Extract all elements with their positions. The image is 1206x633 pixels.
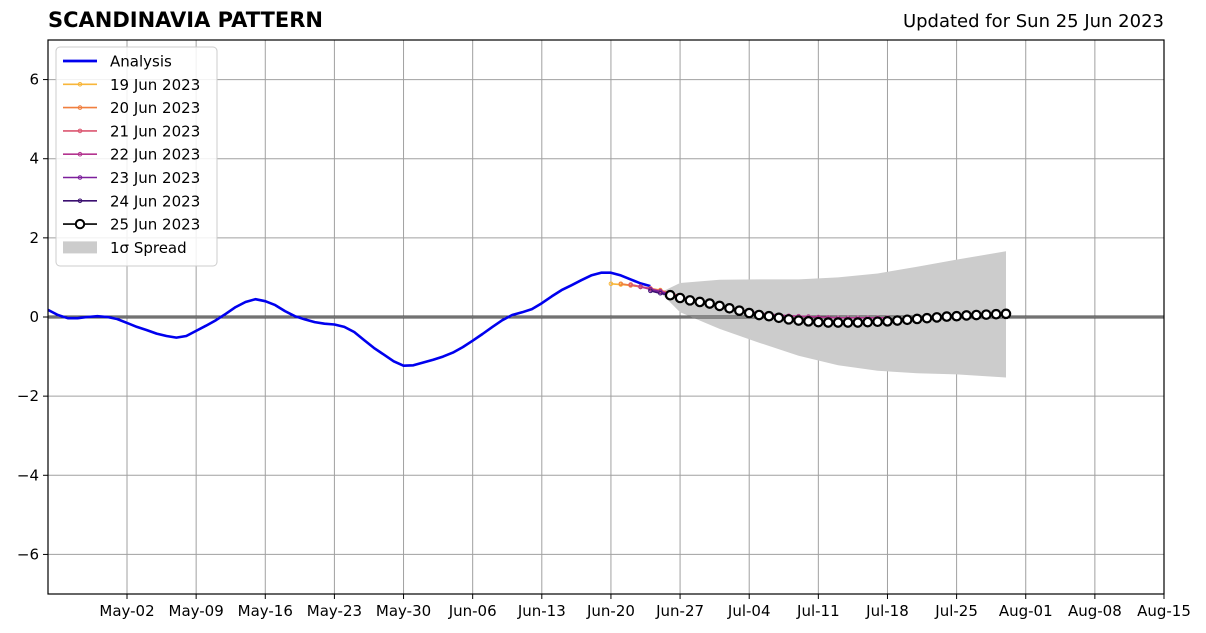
latest-forecast-point bbox=[911, 313, 923, 325]
latest-forecast-point bbox=[783, 314, 795, 325]
latest-forecast-point bbox=[872, 316, 883, 328]
legend-swatch bbox=[63, 241, 97, 254]
x-tick-label: Aug-01 bbox=[999, 602, 1053, 620]
x-tick-label: Jun-27 bbox=[655, 602, 704, 620]
latest-forecast-point bbox=[882, 316, 893, 327]
forecast-point bbox=[648, 288, 653, 294]
latest-forecast-point bbox=[753, 309, 765, 321]
legend-label: 22 Jun 2023 bbox=[110, 146, 200, 164]
forecast-point bbox=[628, 282, 633, 287]
latest-forecast-point bbox=[832, 317, 844, 328]
x-tick-label: May-02 bbox=[99, 602, 154, 620]
forecast-point bbox=[658, 289, 663, 294]
latest-forecast-point bbox=[822, 317, 834, 328]
x-tick-label: Jun-06 bbox=[448, 602, 497, 620]
forecast-point bbox=[608, 281, 614, 287]
x-tick-label: Jul-18 bbox=[865, 602, 909, 620]
forecast-point bbox=[658, 290, 663, 296]
x-tick-label: Jul-25 bbox=[934, 602, 978, 620]
x-tick-label: Jul-04 bbox=[727, 602, 771, 620]
latest-forecast-point bbox=[961, 310, 972, 321]
x-tick-label: Jul-11 bbox=[796, 602, 840, 620]
latest-forecast-point bbox=[763, 310, 775, 322]
y-tick-label: 0 bbox=[29, 308, 39, 326]
x-tick-label: Jun-13 bbox=[517, 602, 566, 620]
chart-title: SCANDINAVIA PATTERN bbox=[48, 8, 323, 32]
latest-forecast-point bbox=[941, 311, 953, 322]
analysis-line bbox=[47, 271, 651, 368]
latest-forecast-point bbox=[921, 312, 933, 324]
legend-label: 25 Jun 2023 bbox=[110, 216, 200, 234]
y-tick-label: −6 bbox=[17, 545, 39, 563]
legend-marker bbox=[77, 151, 83, 157]
x-tick-label: Aug-15 bbox=[1137, 602, 1191, 620]
points-layer bbox=[608, 281, 1012, 328]
latest-forecast-point bbox=[813, 316, 824, 328]
latest-forecast-point bbox=[694, 296, 706, 308]
legend-marker bbox=[77, 82, 83, 87]
latest-forecast-point bbox=[773, 312, 785, 324]
latest-forecast-point bbox=[901, 314, 913, 326]
legend-label: 24 Jun 2023 bbox=[110, 192, 200, 210]
latest-forecast-point bbox=[990, 308, 1002, 320]
latest-forecast-point bbox=[674, 292, 686, 304]
y-tick-label: 6 bbox=[29, 71, 39, 89]
latest-forecast-point bbox=[803, 316, 814, 327]
x-tick-label: May-30 bbox=[376, 602, 431, 620]
latest-forecast-point bbox=[793, 315, 804, 326]
legend-label: Analysis bbox=[110, 53, 172, 71]
latest-forecast-point bbox=[684, 295, 696, 306]
legend-label: 1σ Spread bbox=[110, 239, 187, 257]
latest-forecast-point bbox=[704, 298, 715, 309]
latest-forecast-point bbox=[734, 305, 745, 316]
x-tick-label: May-16 bbox=[238, 602, 293, 620]
legend-marker bbox=[74, 218, 86, 230]
x-tick-label: May-09 bbox=[169, 602, 224, 620]
legend-marker bbox=[77, 105, 83, 110]
forecast-point bbox=[638, 284, 643, 290]
x-tick-label: Jun-20 bbox=[586, 602, 635, 620]
legend-label: 23 Jun 2023 bbox=[110, 169, 200, 187]
x-tick-label: Aug-08 bbox=[1068, 602, 1122, 620]
y-tick-label: −2 bbox=[17, 387, 39, 405]
latest-forecast-point bbox=[892, 315, 903, 326]
legend-label: 21 Jun 2023 bbox=[110, 122, 200, 140]
legend-box bbox=[55, 46, 218, 267]
spread-band bbox=[660, 251, 1006, 378]
latest-forecast-point bbox=[1000, 308, 1012, 320]
latest-forecast-point bbox=[931, 312, 943, 323]
latest-forecast-point bbox=[862, 316, 874, 328]
legend-label: 19 Jun 2023 bbox=[110, 76, 200, 94]
legend: Analysis 19 Jun 2023 20 Jun 2023 21 Jun 202… bbox=[55, 46, 218, 267]
forecast-point bbox=[648, 287, 653, 292]
latest-forecast-point bbox=[724, 302, 735, 314]
latest-forecast-point bbox=[980, 309, 992, 320]
latest-forecast-point bbox=[664, 289, 676, 301]
y-tick-label: −4 bbox=[17, 466, 39, 484]
x-tick-label: May-23 bbox=[307, 602, 362, 620]
spread-layer bbox=[660, 251, 1006, 378]
legend-marker bbox=[77, 128, 83, 134]
latest-forecast-point bbox=[971, 309, 982, 321]
latest-forecast-point bbox=[714, 300, 725, 312]
y-tick-label: 2 bbox=[29, 229, 39, 247]
legend-marker bbox=[77, 198, 83, 204]
axis-layer: May-02 May-09 May-16 May-23 May-30 Jun-06 Jun-… bbox=[17, 39, 1191, 620]
latest-forecast-point bbox=[743, 307, 755, 319]
legend-label: 20 Jun 2023 bbox=[110, 99, 200, 117]
y-tick-label: 4 bbox=[29, 150, 39, 168]
legend-marker bbox=[77, 175, 83, 180]
latest-forecast-point bbox=[842, 317, 854, 328]
latest-forecast-point bbox=[852, 317, 864, 328]
latest-forecast-point bbox=[951, 310, 962, 322]
chart-subtitle: Updated for Sun 25 Jun 2023 bbox=[902, 11, 1164, 32]
forecast-point bbox=[618, 281, 624, 287]
